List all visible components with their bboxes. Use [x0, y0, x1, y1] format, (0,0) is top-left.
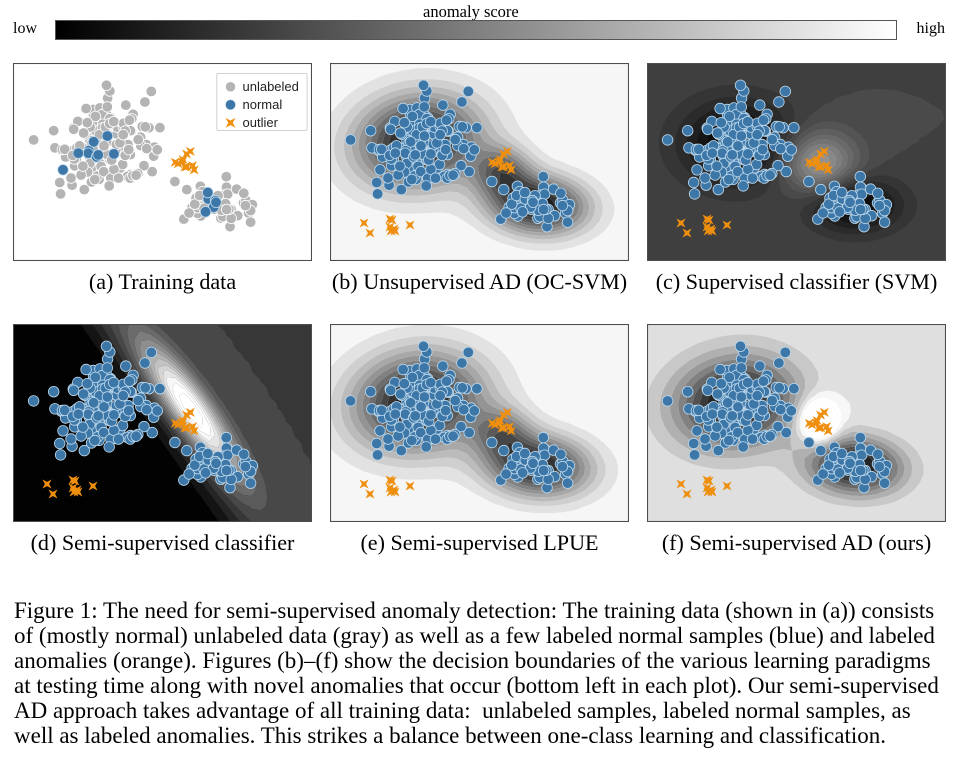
svg-text:normal: normal: [243, 97, 283, 112]
svg-text:unlabeled: unlabeled: [243, 79, 299, 94]
svg-text:outlier: outlier: [243, 115, 279, 130]
